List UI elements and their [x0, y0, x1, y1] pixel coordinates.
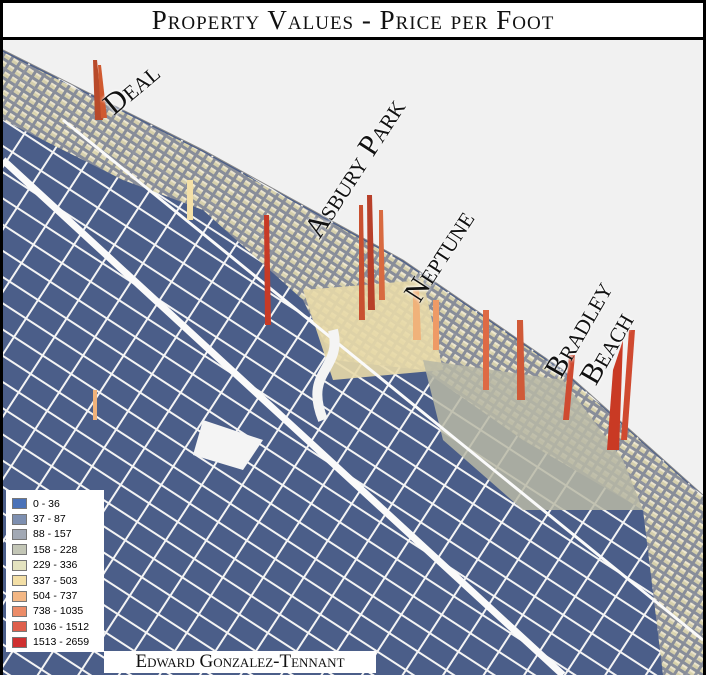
legend-label: 229 - 336: [33, 559, 78, 572]
legend-item: 158 - 228: [12, 542, 104, 557]
legend-item: 504 - 737: [12, 588, 104, 603]
park: [193, 420, 263, 470]
legend-label: 37 - 87: [33, 513, 66, 526]
coastline: [3, 49, 703, 496]
legend-swatch: [12, 513, 27, 525]
legend-item: 37 - 87: [12, 511, 104, 526]
legend-label: 337 - 503: [33, 574, 78, 587]
legend-item: 337 - 503: [12, 573, 104, 588]
map: [3, 40, 703, 675]
legend-label: 0 - 36: [33, 497, 60, 510]
legend-label: 158 - 228: [33, 543, 78, 556]
title: Property Values - Price per Foot: [151, 4, 555, 35]
title-bar: Property Values - Price per Foot: [3, 3, 703, 37]
legend-item: 1513 - 2659: [12, 635, 104, 650]
credit: Edward Gonzalez-Tennant: [135, 651, 345, 672]
legend-item: 88 - 157: [12, 527, 104, 542]
legend-label: 504 - 737: [33, 590, 78, 603]
legend-swatch: [12, 590, 27, 602]
legend-label: 88 - 157: [33, 528, 72, 541]
coastal-buildings: [3, 52, 703, 675]
legend-item: 229 - 336: [12, 558, 104, 573]
legend-swatch: [12, 498, 27, 510]
asbury-core: [303, 280, 443, 380]
legend-swatch: [12, 559, 27, 571]
road: [62, 118, 703, 642]
legend-swatch: [12, 621, 27, 633]
legend-label: 738 - 1035: [33, 605, 84, 618]
legend-swatch: [12, 544, 27, 556]
legend-swatch: [12, 528, 27, 540]
legend-item: 738 - 1035: [12, 604, 104, 619]
credit-box: Edward Gonzalez-Tennant: [104, 651, 376, 673]
legend-label: 1513 - 2659: [33, 636, 90, 649]
lake: [312, 328, 340, 422]
legend-item: 0 - 36: [12, 496, 104, 511]
legend-item: 1036 - 1512: [12, 619, 104, 634]
neptune-buildings: [423, 360, 643, 510]
legend-label: 1036 - 1512: [33, 620, 90, 633]
legend: 0 - 36 37 - 87 88 - 157 158 - 228 229 - 336 3…: [6, 490, 104, 652]
spikes: [93, 60, 635, 450]
legend-swatch: [12, 575, 27, 587]
ocean: [3, 40, 703, 495]
legend-swatch: [12, 605, 27, 617]
highway: [3, 157, 566, 675]
legend-swatch: [12, 636, 27, 648]
